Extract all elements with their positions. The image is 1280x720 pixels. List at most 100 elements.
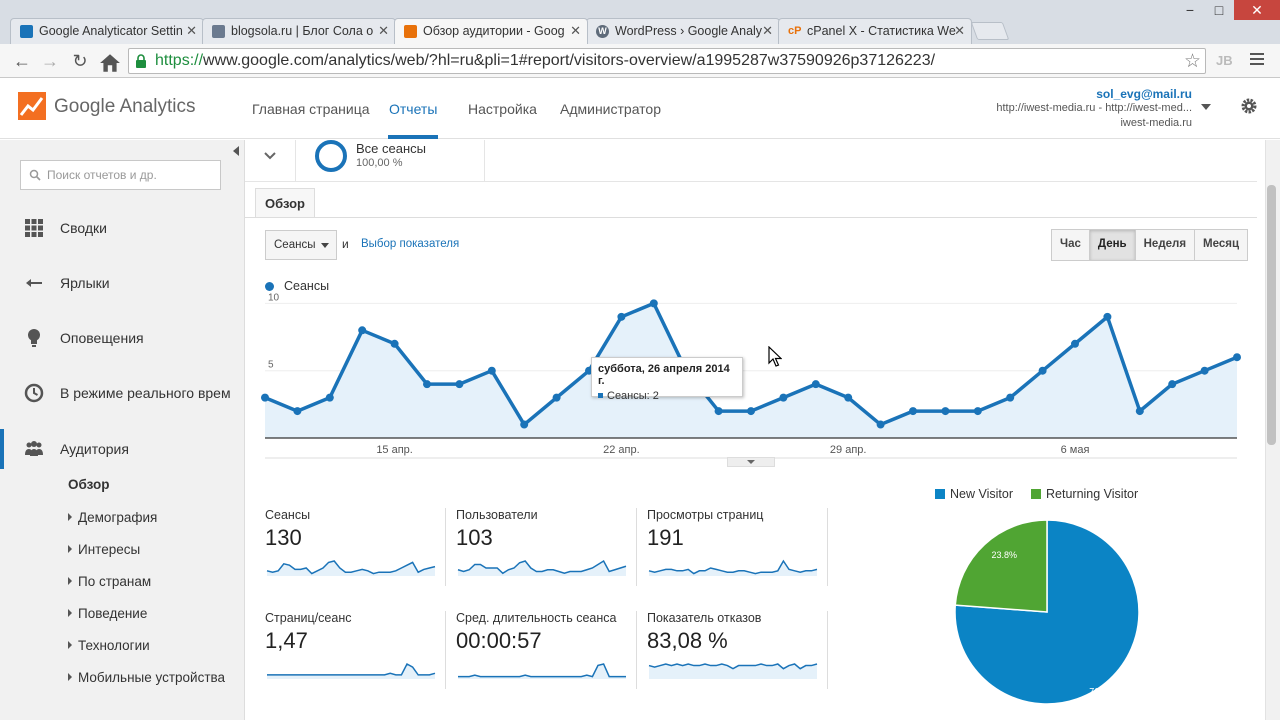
scorecard[interactable]: Пользователи 103 xyxy=(456,508,637,586)
data-point[interactable] xyxy=(1071,339,1079,348)
data-point[interactable] xyxy=(909,407,917,416)
granularity-month-button[interactable]: Месяц xyxy=(1203,238,1240,250)
data-point[interactable] xyxy=(520,420,529,429)
chevron-down-icon[interactable] xyxy=(264,150,276,162)
minimize-button[interactable]: − xyxy=(1185,2,1195,18)
sidebar-item-realtime[interactable]: В режиме реального времени xyxy=(0,373,244,413)
chart-expand-handle[interactable] xyxy=(727,457,775,467)
address-bar[interactable]: https://www.google.com/analytics/web/?hl… xyxy=(128,48,1206,74)
sidebar-sub-technology[interactable]: Технологии xyxy=(68,638,150,653)
close-icon[interactable]: ✕ xyxy=(570,23,581,38)
data-point[interactable] xyxy=(261,393,269,402)
metric-select[interactable]: Сеансы xyxy=(265,230,337,260)
data-point[interactable] xyxy=(358,326,367,335)
close-icon[interactable]: ✕ xyxy=(378,23,389,38)
forward-button[interactable]: → xyxy=(41,51,59,71)
collapse-sidebar-icon[interactable] xyxy=(233,146,239,156)
pie-slice[interactable] xyxy=(954,519,1048,613)
data-point[interactable] xyxy=(876,420,885,429)
new-tab-button[interactable] xyxy=(970,22,1010,40)
data-point[interactable] xyxy=(293,407,302,416)
nav-admin[interactable]: Администратор xyxy=(560,101,662,117)
granularity-week-button[interactable]: Неделя xyxy=(1136,230,1196,260)
browser-tab-5[interactable]: cP cPanel X - Статистика We ✕ xyxy=(778,18,972,44)
granularity-hour-button[interactable]: Час xyxy=(1052,230,1090,260)
data-point[interactable] xyxy=(487,366,496,375)
sidebar-item-shortcuts[interactable]: Ярлыки xyxy=(0,263,244,303)
report-search-input[interactable]: Поиск отчетов и др. xyxy=(20,160,221,190)
segment-name[interactable]: Все сеансы xyxy=(356,141,426,156)
data-point[interactable] xyxy=(455,380,464,389)
data-point[interactable] xyxy=(1006,393,1015,402)
sessions-line-chart[interactable]: 5 10 15 апр. 22 апр. 29 апр. 6 мая xyxy=(245,290,1245,460)
data-point[interactable] xyxy=(844,393,853,402)
close-icon[interactable]: ✕ xyxy=(762,23,773,38)
nav-reports[interactable]: Отчеты xyxy=(389,101,438,117)
scorecard[interactable]: Страниц/сеанс 1,47 xyxy=(265,611,446,689)
data-point[interactable] xyxy=(1103,312,1112,321)
reload-button[interactable]: ↻ xyxy=(72,51,88,71)
account-property[interactable]: http://iwest-media.ru - http://iwest-med… xyxy=(996,102,1192,114)
pie-legend-item[interactable]: Returning Visitor xyxy=(1031,487,1138,501)
pick-metric-link[interactable]: Выбор показателя xyxy=(361,238,460,250)
visitor-type-pie-chart[interactable]: 76.2% 23.8% xyxy=(945,508,1155,708)
sidebar-sub-behavior[interactable]: Поведение xyxy=(68,606,147,621)
browser-tab-2[interactable]: blogsola.ru | Блог Сола о ✕ xyxy=(202,18,396,44)
data-point[interactable] xyxy=(325,393,334,402)
sidebar-sub-geo[interactable]: По странам xyxy=(68,574,151,589)
maximize-button[interactable]: □ xyxy=(1214,2,1224,18)
chevron-down-icon[interactable] xyxy=(1201,104,1211,110)
browser-tab-4[interactable]: W WordPress › Google Analy ✕ xyxy=(586,18,780,44)
account-email[interactable]: sol_evg@mail.ru xyxy=(1096,87,1192,101)
data-point[interactable] xyxy=(1168,380,1177,389)
bookmark-star-icon[interactable]: ☆ xyxy=(1183,51,1201,72)
granularity-day-button[interactable]: День xyxy=(1089,230,1136,260)
sidebar-sub-overview[interactable]: Обзор xyxy=(68,477,110,492)
close-icon[interactable]: ✕ xyxy=(954,23,965,38)
scorecard[interactable]: Сеансы 130 xyxy=(265,508,446,586)
data-point[interactable] xyxy=(552,393,561,402)
data-point[interactable] xyxy=(1200,366,1209,375)
nav-customization[interactable]: Настройка xyxy=(468,101,537,117)
analytics-logo-icon[interactable] xyxy=(18,92,46,120)
scorecard[interactable]: Сред. длительность сеанса 00:00:57 xyxy=(456,611,637,689)
scrollbar-thumb[interactable] xyxy=(1267,185,1276,445)
data-point[interactable] xyxy=(747,407,755,416)
window-close-button[interactable]: ✕ xyxy=(1234,0,1280,20)
sidebar-sub-demographics[interactable]: Демография xyxy=(68,510,157,525)
data-point[interactable] xyxy=(811,380,820,389)
scorecard[interactable]: Показатель отказов 83,08 % xyxy=(647,611,828,689)
sidebar-sub-interests[interactable]: Интересы xyxy=(68,542,140,557)
browser-tab-3[interactable]: Обзор аудитории - Goog ✕ xyxy=(394,18,588,44)
data-point[interactable] xyxy=(617,312,626,321)
pie-slice[interactable] xyxy=(954,519,1140,705)
close-icon[interactable]: ✕ xyxy=(186,23,197,38)
sidebar-item-alerts[interactable]: Оповещения xyxy=(0,318,244,358)
browser-tab-1[interactable]: Google Analyticator Settin ✕ xyxy=(10,18,204,44)
home-icon[interactable] xyxy=(99,52,121,74)
back-button[interactable]: ← xyxy=(13,51,31,71)
extension-icon[interactable]: JB xyxy=(1216,53,1233,68)
data-point[interactable] xyxy=(649,299,658,308)
data-point[interactable] xyxy=(390,339,399,348)
data-point[interactable] xyxy=(714,407,723,416)
nav-home[interactable]: Главная страница xyxy=(252,101,370,117)
scorecard-name: Пользователи xyxy=(456,508,538,522)
tab-overview[interactable]: Обзор xyxy=(255,188,315,218)
gear-icon[interactable] xyxy=(1240,97,1258,115)
browser-menu-icon[interactable] xyxy=(1250,53,1264,67)
sidebar-item-dashboards[interactable]: Сводки xyxy=(0,208,244,248)
data-point[interactable] xyxy=(973,407,982,416)
account-view[interactable]: iwest-media.ru xyxy=(1120,117,1192,129)
sidebar-sub-mobile[interactable]: Мобильные устройства xyxy=(68,670,225,685)
data-point[interactable] xyxy=(941,407,950,416)
sidebar-item-audience[interactable]: Аудитория xyxy=(0,429,244,469)
pie-legend-item[interactable]: New Visitor xyxy=(935,487,1013,501)
data-point[interactable] xyxy=(779,393,788,402)
data-point[interactable] xyxy=(423,380,431,389)
scorecard[interactable]: Просмотры страниц 191 xyxy=(647,508,828,586)
data-point[interactable] xyxy=(1135,407,1144,416)
data-point[interactable] xyxy=(1038,366,1047,375)
sparkline-area xyxy=(649,664,817,679)
data-point[interactable] xyxy=(1233,353,1241,362)
